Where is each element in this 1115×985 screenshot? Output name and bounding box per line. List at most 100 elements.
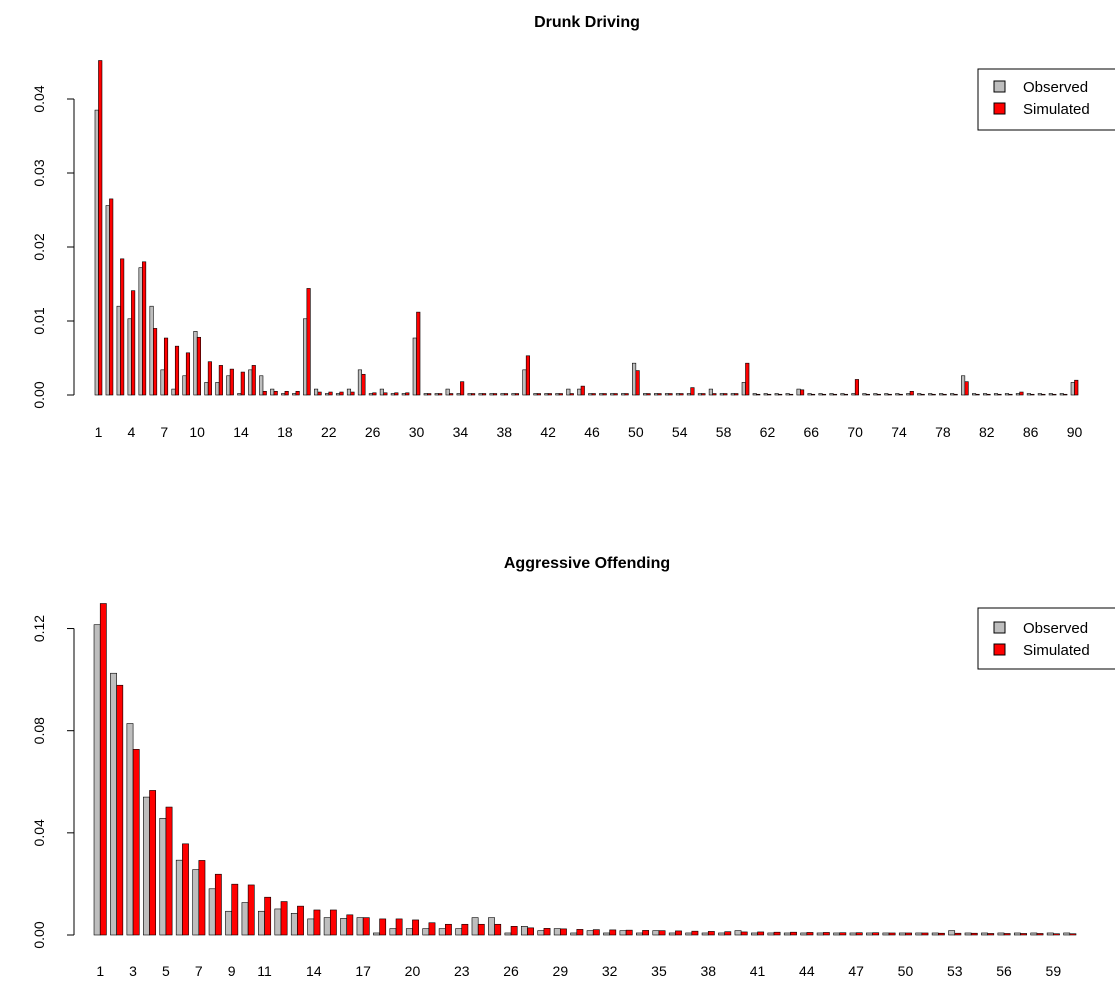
x-tick-label: 20	[405, 963, 421, 979]
bar-simulated-40	[525, 355, 530, 396]
legend-swatch-observed	[993, 621, 1006, 634]
bar-observed-48	[610, 393, 615, 396]
legend-swatch-simulated	[993, 643, 1006, 656]
x-tick-label: 54	[672, 424, 688, 440]
bar-observed-4	[127, 318, 132, 396]
bar-observed-45	[816, 932, 824, 936]
bar-observed-9	[182, 375, 187, 396]
legend-box	[977, 607, 1115, 670]
bar-simulated-37	[691, 930, 699, 936]
x-tick-label: 1	[95, 424, 103, 440]
y-tick-label: 0.01	[31, 307, 47, 334]
bar-simulated-34	[460, 381, 465, 396]
bar-observed-85	[1015, 393, 1020, 396]
bar-simulated-47	[602, 393, 607, 396]
bar-simulated-40	[740, 931, 748, 936]
x-tick-label: 38	[496, 424, 512, 440]
bar-simulated-41	[757, 931, 765, 936]
bar-simulated-59	[1053, 933, 1060, 936]
bar-observed-90	[1070, 382, 1075, 396]
bar-simulated-37	[492, 393, 498, 396]
bar-simulated-44	[806, 932, 814, 936]
bar-observed-58	[1030, 932, 1038, 936]
bar-simulated-64	[789, 393, 794, 396]
bar-simulated-28	[394, 392, 399, 396]
bar-observed-7	[192, 869, 200, 936]
bar-simulated-29	[560, 928, 567, 936]
bar-observed-57	[708, 388, 713, 396]
bar-observed-42	[767, 932, 775, 936]
bar-simulated-7	[198, 860, 206, 936]
bar-observed-37	[489, 393, 494, 396]
bar-observed-15	[248, 369, 253, 396]
bar-simulated-45	[822, 932, 830, 936]
bar-observed-28	[390, 393, 395, 396]
bar-simulated-29	[405, 392, 410, 396]
x-tick-label: 58	[716, 424, 732, 440]
bar-simulated-26	[372, 392, 377, 396]
bar-simulated-28	[543, 928, 551, 936]
legend-label-observed: Observed	[1023, 79, 1088, 96]
bar-simulated-52	[938, 932, 945, 936]
x-tick-label: 44	[799, 963, 815, 979]
bar-observed-89	[1059, 393, 1064, 396]
bar-simulated-43	[558, 393, 563, 396]
bar-simulated-21	[428, 922, 436, 936]
bar-simulated-19	[295, 390, 300, 396]
bar-simulated-27	[383, 392, 388, 396]
bar-observed-43	[555, 393, 560, 396]
bar-observed-1	[93, 624, 101, 936]
bar-observed-32	[434, 393, 439, 396]
bar-simulated-58	[723, 393, 728, 396]
bar-simulated-17	[362, 917, 370, 936]
bar-observed-87	[1037, 393, 1042, 396]
bar-observed-88	[1048, 393, 1053, 396]
x-tick-label: 18	[277, 424, 293, 440]
bar-simulated-35	[471, 393, 476, 396]
x-tick-label: 26	[365, 424, 381, 440]
bar-simulated-2	[109, 198, 114, 396]
x-tick-label: 74	[891, 424, 907, 440]
bar-observed-64	[785, 393, 790, 396]
bar-observed-80	[961, 375, 966, 396]
bar-observed-9	[225, 910, 232, 936]
bar-observed-18	[281, 393, 286, 396]
x-tick-label: 23	[454, 963, 470, 979]
bar-observed-86	[1026, 393, 1031, 396]
bar-simulated-36	[675, 930, 682, 936]
chart-title: Drunk Driving	[534, 14, 640, 31]
x-tick-label: 4	[127, 424, 135, 440]
bar-simulated-32	[609, 929, 617, 936]
bar-simulated-17	[273, 390, 278, 396]
bar-observed-29	[553, 928, 561, 936]
x-axis-tick-labels: 1 3 5 7 9 11 14 17 20 23 26 29 32 35 38 41 44 47 50 53 56 59	[96, 963, 1061, 979]
bar-observed-78	[939, 393, 944, 396]
bar-observed-39	[718, 932, 725, 936]
bar-observed-29	[401, 393, 406, 396]
bar-observed-12	[215, 382, 220, 396]
bar-observed-38	[500, 393, 505, 396]
y-tick-label: 0.00	[31, 921, 47, 948]
bar-observed-50	[632, 362, 637, 396]
bar-observed-51	[915, 932, 923, 936]
bar-simulated-79	[953, 393, 958, 396]
bar-simulated-53	[668, 393, 673, 396]
x-tick-label: 90	[1067, 424, 1083, 440]
bar-observed-19	[292, 393, 297, 396]
bar-simulated-38	[707, 931, 715, 936]
bar-simulated-27	[527, 927, 534, 936]
bar-simulated-32	[438, 393, 443, 396]
bar-simulated-2	[116, 684, 124, 936]
bar-simulated-51	[646, 393, 651, 396]
bar-observed-13	[290, 912, 298, 936]
x-tick-label: 59	[1046, 963, 1062, 979]
bar-observed-43	[783, 932, 791, 936]
bar-observed-32	[603, 932, 610, 936]
bar-observed-42	[544, 393, 549, 396]
bar-observed-40	[734, 930, 742, 936]
bar-observed-67	[818, 393, 823, 396]
x-tick-label: 86	[1023, 424, 1039, 440]
bar-simulated-31	[427, 393, 432, 396]
bar-observed-75	[906, 393, 911, 396]
bar-simulated-69	[843, 393, 849, 396]
